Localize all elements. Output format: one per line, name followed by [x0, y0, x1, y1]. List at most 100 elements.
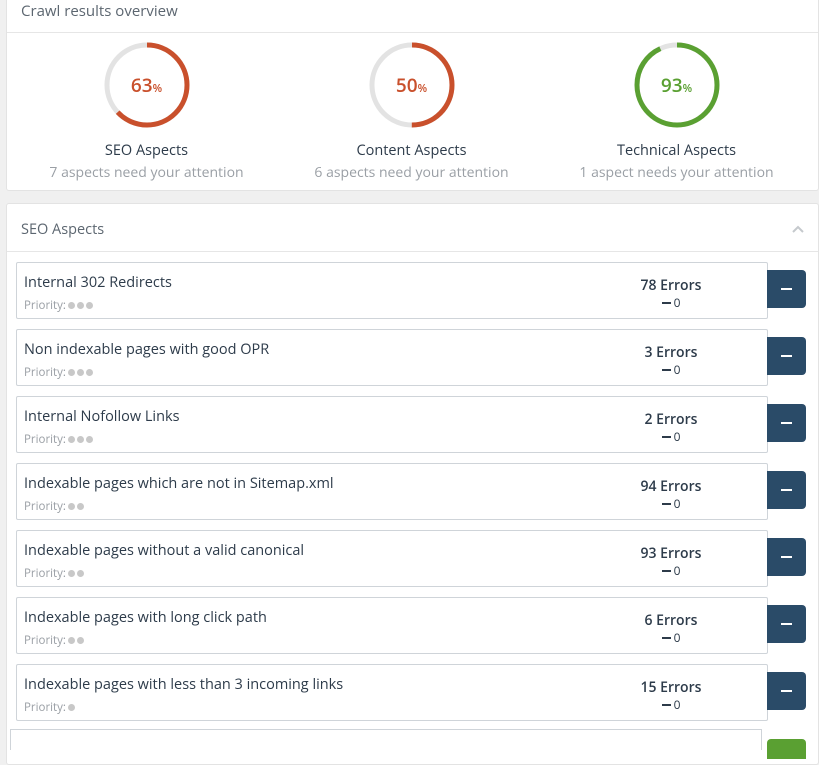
- dash-icon: [661, 503, 671, 505]
- aspect-title: Internal 302 Redirects: [24, 273, 172, 292]
- priority-label: Priority:: [24, 633, 66, 648]
- priority-indicator: Priority:: [24, 499, 84, 514]
- aspect-title: Internal Nofollow Links: [24, 407, 180, 426]
- priority-indicator: Priority:: [24, 700, 75, 715]
- priority-dot-icon: [76, 570, 84, 577]
- priority-dot-icon: [76, 503, 84, 510]
- error-count: 94 Errors: [640, 477, 702, 496]
- error-delta: 0: [611, 361, 731, 378]
- gauge-label: Content Aspects: [356, 141, 467, 160]
- collapse-button[interactable]: [767, 337, 806, 375]
- priority-dot-icon: [85, 302, 93, 309]
- priority-indicator: Priority:: [24, 298, 93, 313]
- collapse-button[interactable]: [767, 605, 806, 643]
- gauge-content[interactable]: 50% Content Aspects 6 aspects need your …: [279, 41, 544, 182]
- priority-indicator: Priority:: [24, 566, 84, 581]
- divider: [7, 251, 818, 252]
- delta-value: 0: [673, 562, 681, 579]
- priority-dot-icon: [85, 436, 93, 443]
- divider: [7, 32, 818, 33]
- dash-icon: [661, 436, 671, 438]
- aspect-title: Indexable pages with long click path: [24, 608, 267, 627]
- collapse-button[interactable]: [767, 538, 806, 576]
- gauge-ring: [104, 42, 189, 128]
- priority-dot-icon: [67, 436, 75, 443]
- priority-dot-icon: [67, 637, 75, 644]
- priority-dot-icon: [76, 436, 84, 443]
- aspect-title: Non indexable pages with good OPR: [24, 340, 270, 359]
- gauge-label: Technical Aspects: [616, 141, 737, 160]
- priority-dot-icon: [67, 570, 75, 577]
- list-item[interactable]: Indexable pages with long click path Prio…: [16, 597, 768, 654]
- dash-icon: [661, 637, 671, 639]
- priority-dot-icon: [85, 369, 93, 376]
- delta-value: 0: [673, 495, 681, 512]
- priority-dot-icon: [67, 704, 75, 711]
- priority-indicator: Priority:: [24, 633, 84, 648]
- error-count: 2 Errors: [644, 410, 698, 429]
- priority-label: Priority:: [24, 298, 66, 313]
- error-count: 93 Errors: [640, 544, 702, 563]
- error-delta: 0: [611, 629, 731, 646]
- gauge-subtitle: 7 aspects need your attention: [49, 163, 244, 182]
- error-count: 15 Errors: [640, 678, 702, 697]
- gauge-technical[interactable]: 93% Technical Aspects 1 aspect needs you…: [544, 41, 809, 182]
- priority-dot-icon: [76, 302, 84, 309]
- crawl-overview-panel: Crawl results overview 63% SEO Aspects 7…: [6, 0, 819, 191]
- chevron-up-icon[interactable]: [788, 222, 808, 236]
- dash-icon: [661, 704, 671, 706]
- priority-label: Priority:: [24, 365, 66, 380]
- priority-indicator: Priority:: [24, 365, 93, 380]
- delta-value: 0: [673, 629, 681, 646]
- list-item[interactable]: Internal 302 Redirects Priority: 78 Errors…: [16, 262, 768, 319]
- gauge-ring: [369, 42, 454, 128]
- error-count: 6 Errors: [644, 611, 698, 630]
- gauge-seo[interactable]: 63% SEO Aspects 7 aspects need your atte…: [14, 41, 279, 182]
- collapse-button[interactable]: [767, 404, 806, 442]
- priority-dot-icon: [76, 369, 84, 376]
- delta-value: 0: [673, 428, 681, 445]
- priority-label: Priority:: [24, 566, 66, 581]
- gauge-percent: 63%: [14, 72, 279, 98]
- expand-button-partial[interactable]: [767, 739, 806, 759]
- delta-value: 0: [673, 696, 681, 713]
- priority-dot-icon: [67, 369, 75, 376]
- priority-dot-icon: [67, 302, 75, 309]
- list-item[interactable]: Indexable pages without a valid canonica…: [16, 530, 768, 587]
- error-delta: 0: [611, 428, 731, 445]
- error-count: 78 Errors: [640, 276, 702, 295]
- dash-icon: [661, 302, 671, 304]
- delta-value: 0: [673, 294, 681, 311]
- gauge-ring: [634, 42, 719, 128]
- collapse-button[interactable]: [767, 672, 806, 710]
- gauge-subtitle: 6 aspects need your attention: [314, 163, 509, 182]
- dash-icon: [661, 369, 671, 371]
- list-item[interactable]: Indexable pages which are not in Sitemap…: [16, 463, 768, 520]
- dash-icon: [661, 570, 671, 572]
- error-delta: 0: [611, 562, 731, 579]
- gauge-unit: %: [152, 81, 163, 96]
- gauge-subtitle: 1 aspect needs your attention: [579, 163, 774, 182]
- priority-dot-icon: [67, 503, 75, 510]
- priority-indicator: Priority:: [24, 432, 93, 447]
- error-delta: 0: [611, 696, 731, 713]
- list-item[interactable]: Internal Nofollow Links Priority: 2 Errors…: [16, 396, 768, 453]
- list-item[interactable]: Indexable pages with less than 3 incomin…: [16, 664, 768, 721]
- error-delta: 0: [611, 294, 731, 311]
- priority-label: Priority:: [24, 700, 66, 715]
- gauge-label: SEO Aspects: [104, 141, 189, 160]
- overview-title: Crawl results overview: [21, 1, 178, 21]
- priority-label: Priority:: [24, 499, 66, 514]
- gauge-value: 50: [395, 72, 418, 98]
- gauge-unit: %: [682, 81, 693, 96]
- aspect-title: Indexable pages which are not in Sitemap…: [24, 474, 334, 493]
- error-delta: 0: [611, 495, 731, 512]
- list-item-partial: [10, 729, 762, 750]
- collapse-button[interactable]: [767, 471, 806, 509]
- aspect-title: Indexable pages with less than 3 incomin…: [24, 675, 344, 694]
- list-item[interactable]: Non indexable pages with good OPR Priorit…: [16, 329, 768, 386]
- collapse-button[interactable]: [767, 270, 806, 308]
- seo-aspects-title: SEO Aspects: [21, 220, 105, 239]
- gauge-value: 93: [660, 72, 683, 98]
- priority-label: Priority:: [24, 432, 66, 447]
